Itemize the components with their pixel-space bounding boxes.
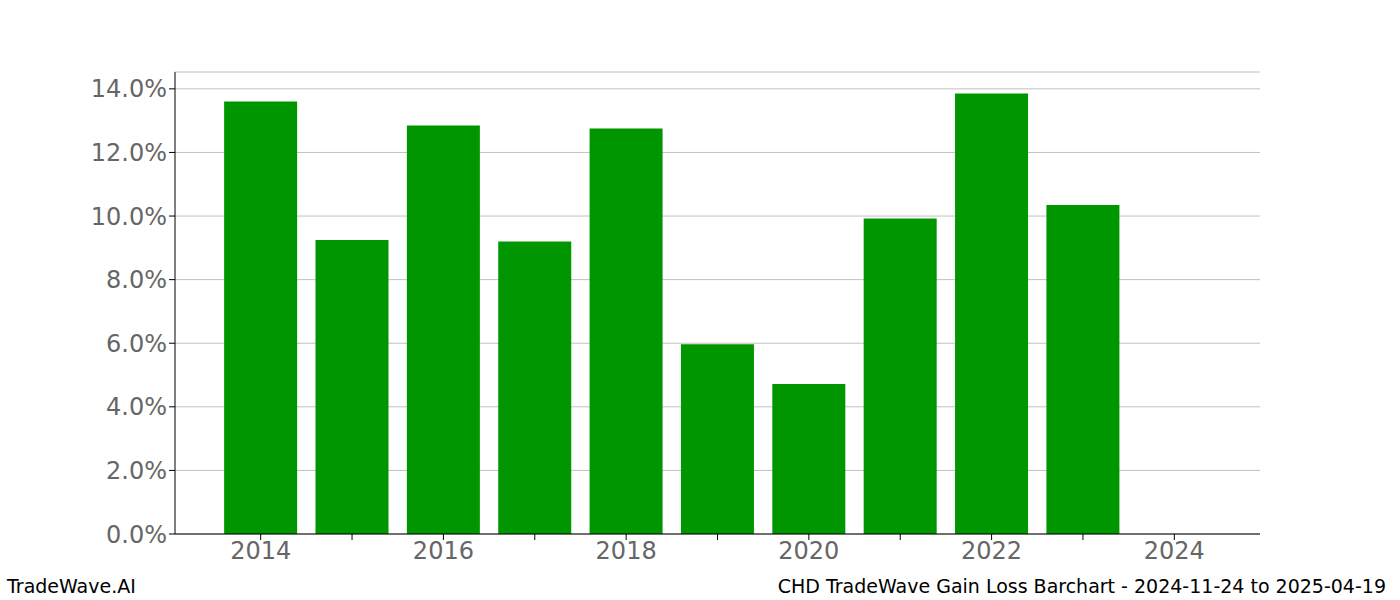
svg-text:8.0%: 8.0% bbox=[106, 266, 167, 294]
svg-text:2022: 2022 bbox=[961, 537, 1022, 565]
svg-text:0.0%: 0.0% bbox=[106, 521, 167, 549]
html-text:TradeWave.AI: TradeWave.AI bbox=[7, 575, 136, 597]
svg-text:14.0%: 14.0% bbox=[91, 75, 167, 103]
svg-text:2020: 2020 bbox=[778, 537, 839, 565]
svg-text:2018: 2018 bbox=[596, 537, 657, 565]
html-text:CHD TradeWave Gain Loss Barcha: CHD TradeWave Gain Loss Barchart - 2024-… bbox=[777, 575, 1386, 597]
svg-text:10.0%: 10.0% bbox=[91, 203, 167, 231]
svg-text:2016: 2016 bbox=[413, 537, 474, 565]
svg-text:2.0%: 2.0% bbox=[106, 457, 167, 485]
svg-text:2014: 2014 bbox=[230, 537, 291, 565]
svg-text:6.0%: 6.0% bbox=[106, 330, 167, 358]
svg-text:12.0%: 12.0% bbox=[91, 139, 167, 167]
svg-text:4.0%: 4.0% bbox=[106, 393, 167, 421]
svg-text:2024: 2024 bbox=[1144, 537, 1205, 565]
